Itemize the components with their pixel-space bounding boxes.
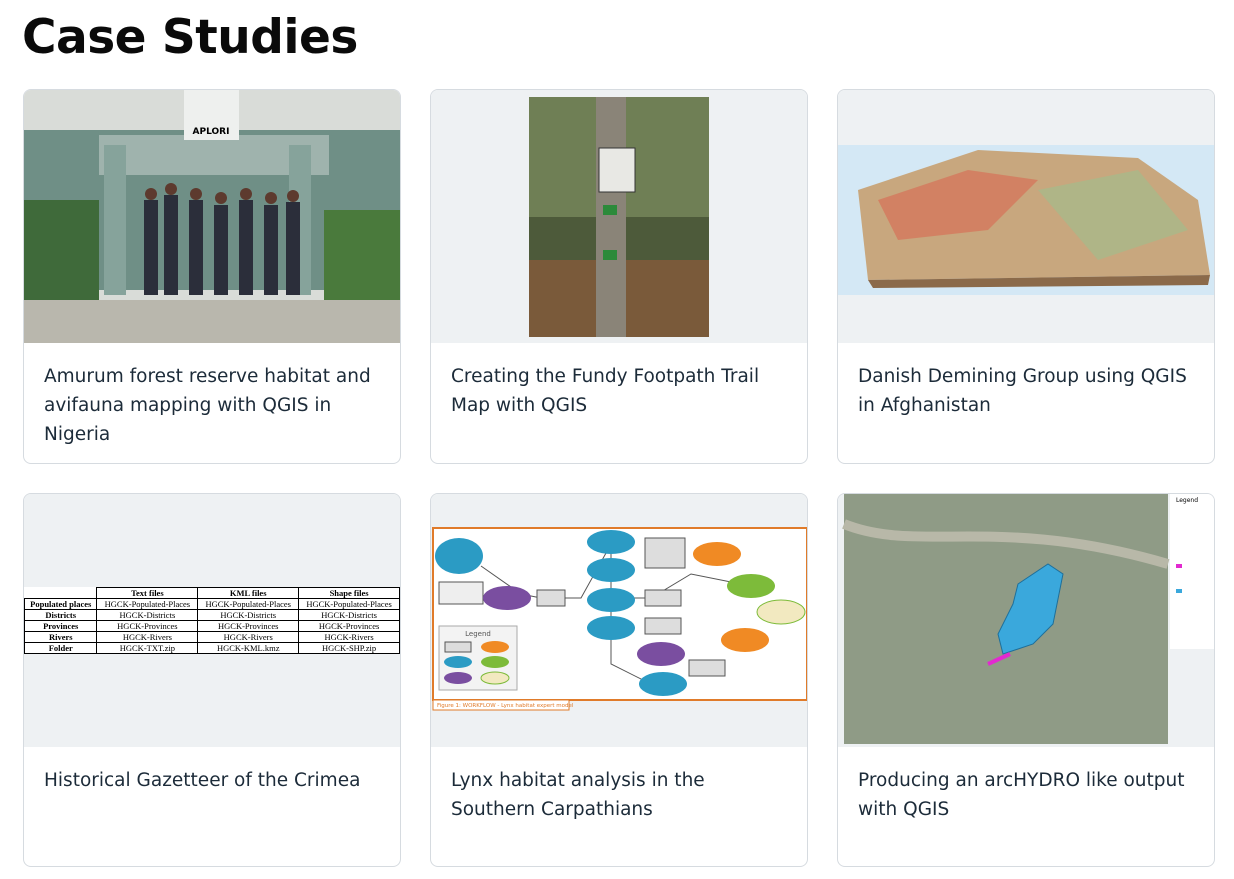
table-cell: Text files [96,587,199,599]
table-cell: Shape files [298,587,400,599]
map-3d [838,145,1214,295]
table-row: Folder HGCK-TXT.zip HGCK-KML.kmz HGCK-SHP.z… [24,642,400,654]
card-title: Danish Demining Group using QGIS in Afgh… [858,366,1187,416]
table-row: Populated places HGCK-Populated-Places HGC… [24,598,400,610]
card-title: Amurum forest reserve habitat and avifau… [44,366,371,445]
table-cell: HGCK-Districts [197,609,300,621]
page-title: Case Studies [22,10,358,65]
table-cell: Populated places [24,598,98,610]
table-row: Districts HGCK-Districts HGCK-Districts HGC… [24,609,400,621]
legend-title: Legend [1176,497,1198,504]
card-image [431,90,807,343]
card-title: Producing an arcHYDRO like output with Q… [858,770,1185,820]
table-cell: HGCK-Provinces [96,620,199,632]
hydro-map: Legend [842,494,1214,744]
table-cell: Provinces [24,620,98,632]
case-card[interactable]: Text files KML files Shape files Populated … [23,493,401,867]
table-cell: HGCK-Rivers [298,631,400,643]
card-image: Text files KML files Shape files Populated … [24,494,400,747]
card-title: Creating the Fundy Footpath Trail Map wi… [451,366,760,416]
card-title: Historical Gazetteer of the Crimea [44,770,361,791]
case-card[interactable]: APLORI Amurum forest reserve habitat and… [23,89,401,464]
table-cell: HGCK-Districts [96,609,199,621]
table-cell: HGCK-Provinces [197,620,300,632]
photo [529,97,709,337]
flowchart: Legend Figure 1: WORKFLOW - Lynx habitat… [432,527,807,711]
table-row: Text files KML files Shape files [25,587,400,599]
table-cell: HGCK-Rivers [197,631,300,643]
card-image: Legend Figure 1: WORKFLOW - Lynx habitat… [431,494,807,747]
table-cell: Rivers [24,631,98,643]
table-cell: HGCK-KML.kmz [197,642,300,654]
table-row: Rivers HGCK-Rivers HGCK-Rivers HGCK-Rivers [24,631,400,643]
gazetteer-table: Text files KML files Shape files Populated … [24,587,400,654]
table-row: Provinces HGCK-Provinces HGCK-Provinces HGC… [24,620,400,632]
case-card[interactable]: Legend Figure 1: WORKFLOW - Lynx habitat… [430,493,808,867]
card-image: Legend [838,494,1214,747]
sign-text: APLORI [193,127,230,137]
table-cell: HGCK-SHP.zip [298,642,400,654]
table-cell: HGCK-Provinces [298,620,400,632]
case-card[interactable]: Creating the Fundy Footpath Trail Map wi… [430,89,808,464]
table-cell: KML files [197,587,300,599]
table-cell: HGCK-Districts [298,609,400,621]
table-cell: HGCK-Populated-Places [298,598,400,610]
card-title: Lynx habitat analysis in the Southern Ca… [451,770,705,820]
table-cell [25,588,97,599]
case-card[interactable]: Legend Producing an arcHYDRO like output… [837,493,1215,867]
table-cell: Districts [24,609,98,621]
table-cell: Folder [24,642,98,654]
table-cell: HGCK-TXT.zip [96,642,199,654]
table-cell: HGCK-Populated-Places [96,598,199,610]
table-cell: HGCK-Populated-Places [197,598,300,610]
table-cell: HGCK-Rivers [96,631,199,643]
legend-title: Legend [465,630,491,638]
photo: APLORI [24,90,400,343]
card-image: APLORI [24,90,400,343]
card-image [838,90,1214,343]
figure-caption: Figure 1: WORKFLOW - Lynx habitat expert… [437,703,574,709]
case-card[interactable]: Danish Demining Group using QGIS in Afgh… [837,89,1215,464]
